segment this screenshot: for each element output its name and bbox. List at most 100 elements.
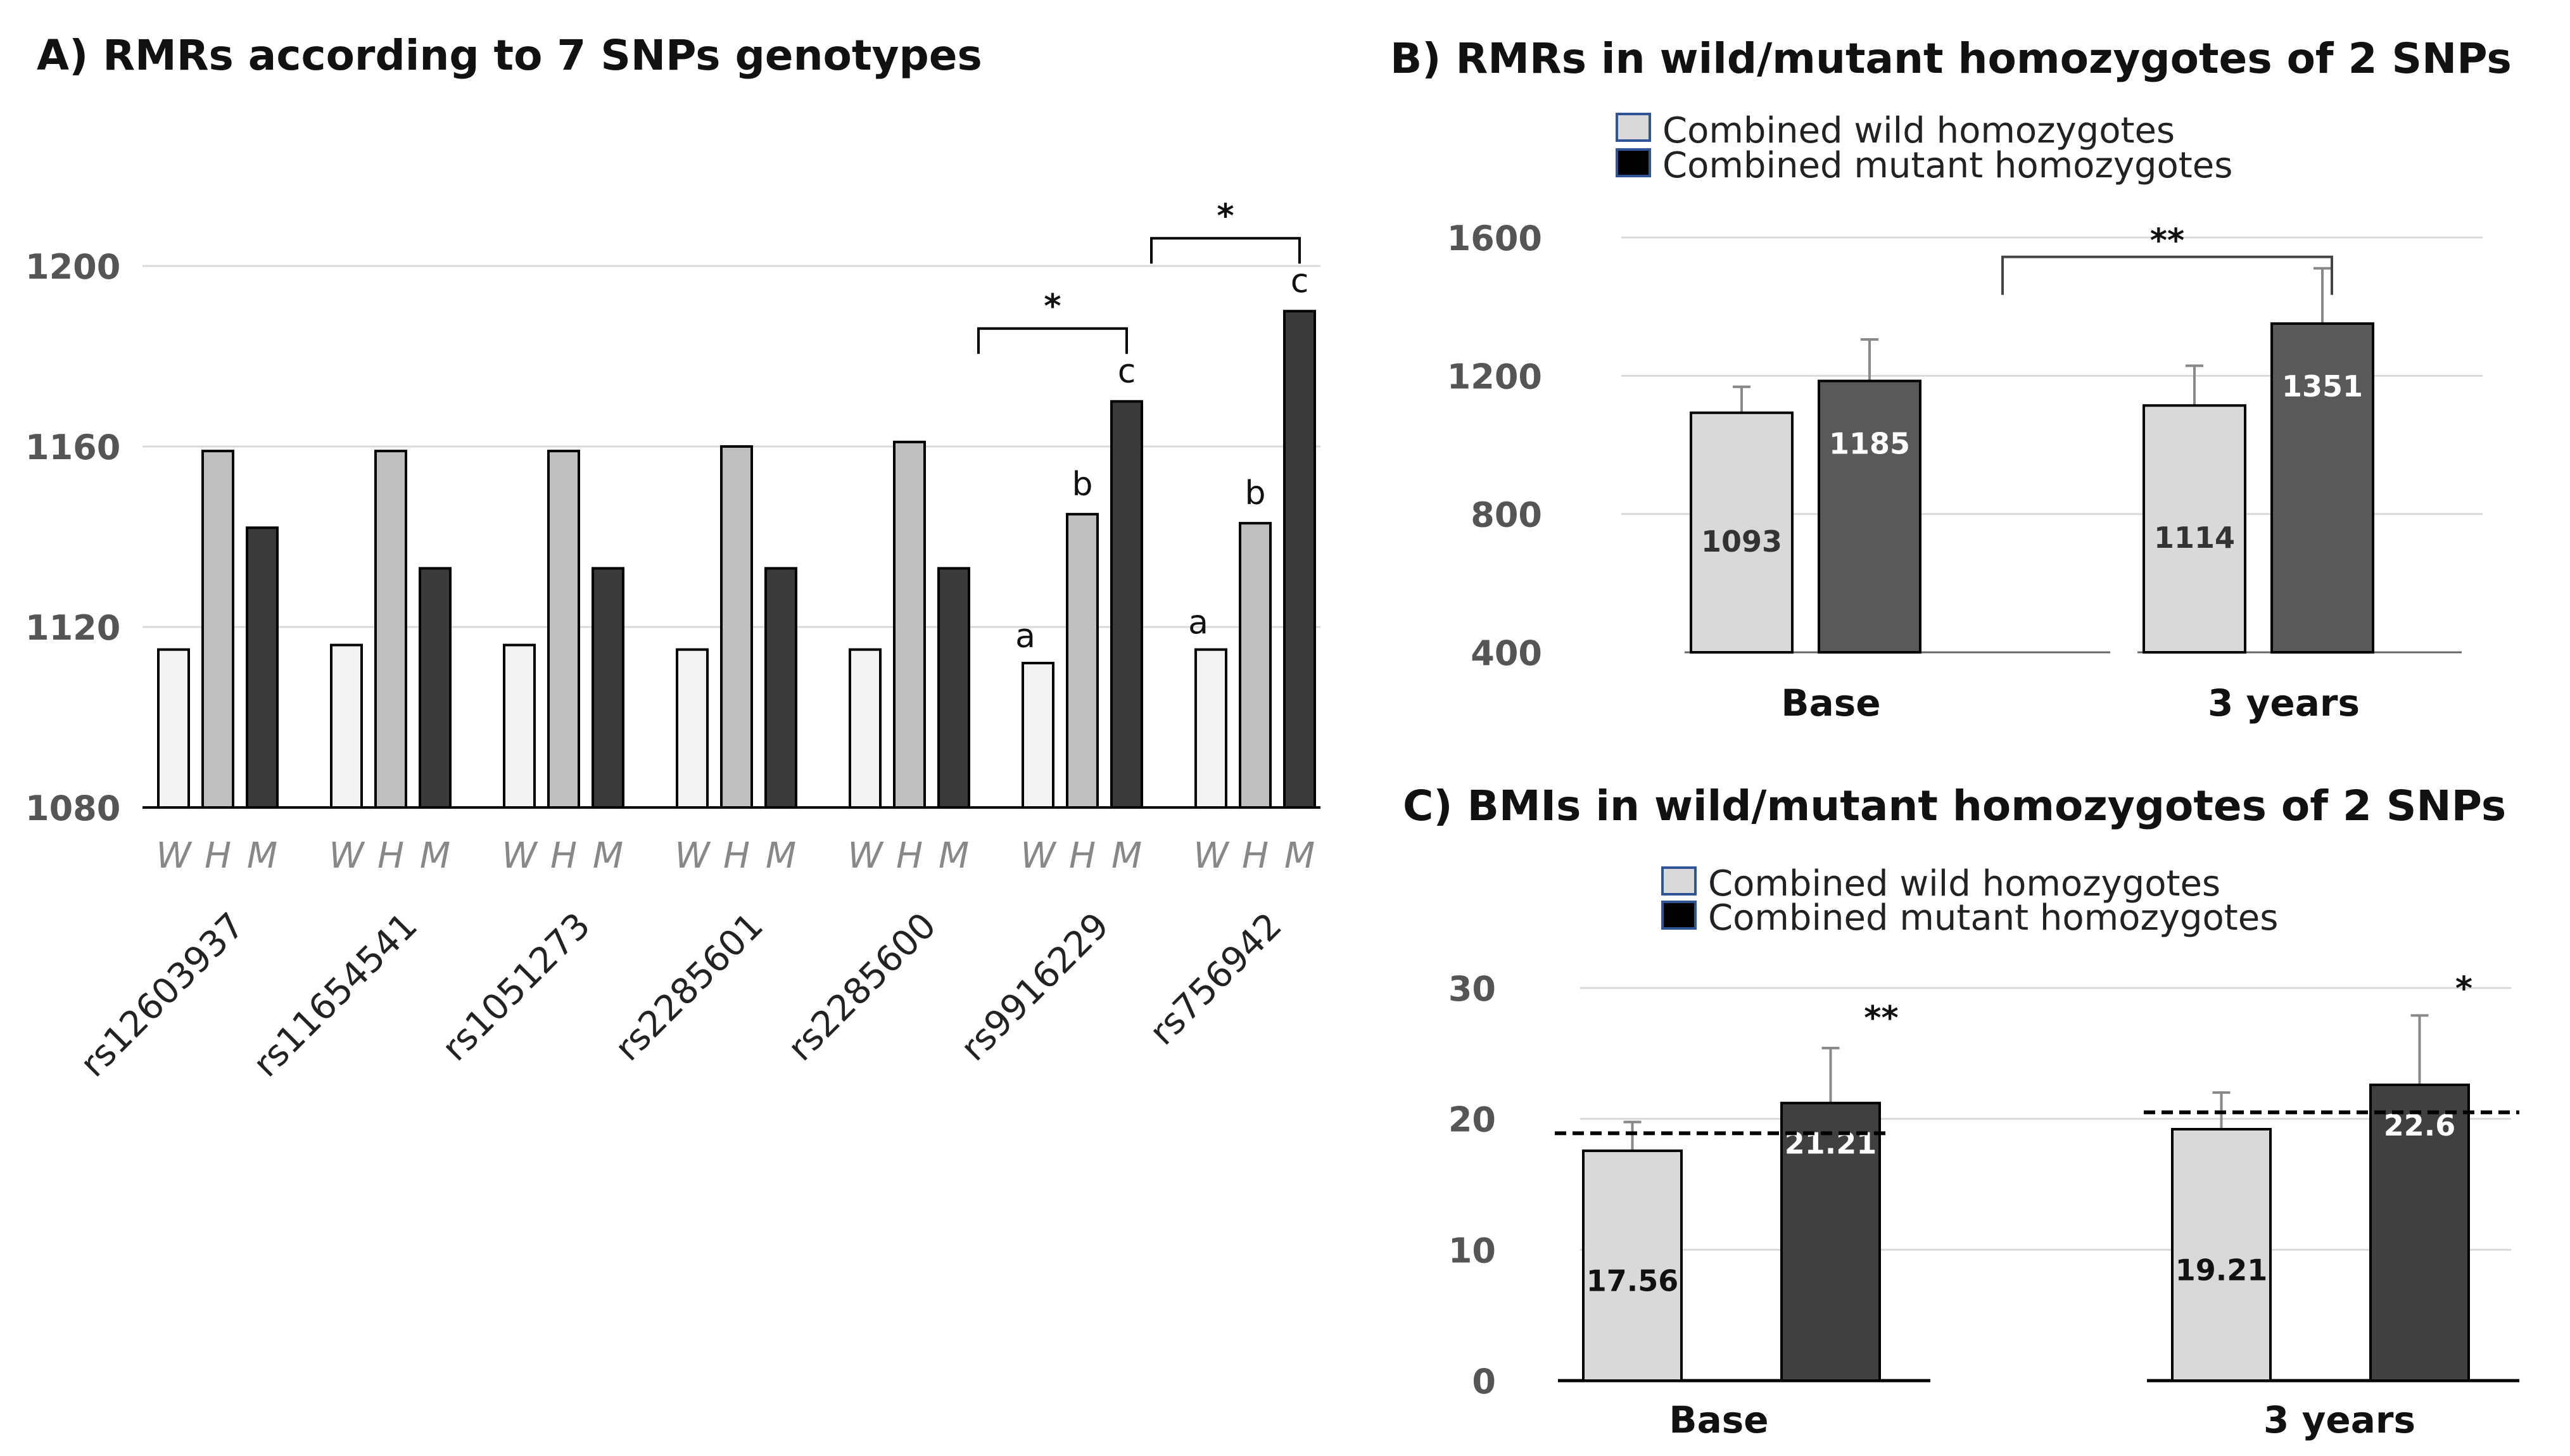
panel-a-x-tick-label: rs2285601	[607, 905, 771, 1069]
panel-c-bar	[2171, 1127, 2272, 1382]
panel-a-y-tick-label: 1200	[25, 247, 120, 287]
panel-a-bar	[374, 450, 407, 809]
panel-b-bracket-star: **	[2150, 222, 2184, 260]
panel-c-legend-label-wild: Combined wild homozygotes	[1708, 863, 2220, 904]
panel-c-significance-stars: ***	[1864, 970, 2472, 1037]
panel-a-bar	[503, 643, 536, 809]
panel-c-reference-lines	[1555, 1110, 2519, 1136]
panel-c-y-tick-label: 0	[1472, 1362, 1496, 1402]
panel-b-bracket	[2001, 255, 2333, 295]
panel-a-genotype-label: M	[1284, 835, 1315, 877]
panel-b-bars: 1093 1185 1114 1351	[1690, 267, 2374, 654]
panel-a-bar	[592, 567, 624, 809]
panel-c-legend-swatch-mutant	[1661, 901, 1697, 930]
panel-a-bar	[676, 648, 709, 809]
panel-b-legend: Combined wild homozygotes Combined mutan…	[1616, 110, 2232, 186]
panel-a-y-tick-label: 1160	[25, 427, 120, 467]
panel-a-x-tick-label: rs12603937	[72, 905, 252, 1085]
panel-c-legend: Combined wild homozygotes Combined mutan…	[1661, 863, 2278, 939]
panel-a-bar	[893, 440, 926, 809]
panel-b-x-axis: Base 3 years	[1781, 681, 2360, 725]
panel-c-y-axis: 0 10 20 30	[1448, 969, 1496, 1402]
panel-a-genotype-label: H	[205, 835, 231, 877]
panel-a-bar	[246, 526, 279, 809]
panel-a-genotype-label: H	[1242, 835, 1269, 877]
panel-a-genotype-label: H	[550, 835, 577, 877]
panel-a-significance-letters: a b c a b c	[1015, 262, 1308, 655]
panel-a-bracket-star: *	[1044, 288, 1061, 326]
panel-a-genotype-label: W	[674, 835, 711, 877]
panel-c: C) BMIs in wild/mutant homozygotes of 2 …	[1403, 782, 2519, 1441]
panel-c-value-label: 19.21	[2175, 1253, 2268, 1287]
panel-c-legend-label-mutant: Combined mutant homozygotes	[1708, 897, 2278, 939]
panel-b-value-label: 1093	[1701, 524, 1782, 559]
panel-a-letter: a	[1188, 604, 1208, 642]
panel-a-bar	[201, 450, 234, 809]
panel-a-genotype-label: H	[723, 835, 750, 877]
panel-a-letter: c	[1118, 353, 1136, 391]
panel-a-bracket	[977, 327, 1128, 354]
panel-a-bar	[157, 648, 190, 809]
panel-b-y-tick-label: 800	[1471, 495, 1542, 535]
panel-a-x-tick-label: rs1051273	[434, 905, 598, 1069]
panel-b-bar	[2270, 322, 2374, 654]
panel-a-letter: c	[1291, 262, 1309, 300]
panel-a-y-tick-label: 1080	[25, 788, 120, 828]
panel-a-title: A) RMRs according to 7 SNPs genotypes	[37, 31, 982, 80]
panel-a-bar	[1066, 512, 1099, 809]
panel-c-x-tick-label: 3 years	[2263, 1398, 2415, 1441]
panel-c-y-tick-label: 20	[1448, 1100, 1496, 1140]
panel-a-significance-brackets: **	[977, 197, 1301, 354]
panel-b-legend-swatch-mutant	[1616, 148, 1651, 177]
panel-a-genotype-label: H	[1069, 835, 1096, 877]
panel-b: B) RMRs in wild/mutant homozygotes of 2 …	[1390, 34, 2512, 725]
panel-a-genotype-label: W	[1193, 835, 1230, 877]
panel-a-genotype-label: W	[329, 835, 365, 877]
panel-a-bracket-star: *	[1217, 197, 1234, 235]
panel-b-legend-label-mutant: Combined mutant homozygotes	[1662, 145, 2232, 186]
panel-a-bar	[720, 445, 753, 809]
panel-b-bar	[1818, 379, 1921, 654]
panel-a-bar	[849, 648, 882, 809]
panel-b-legend-label-wild: Combined wild homozygotes	[1662, 110, 2175, 151]
panel-a-bar	[547, 450, 580, 809]
panel-a: A) RMRs according to 7 SNPs genotypes 10…	[25, 31, 1320, 1085]
panel-c-value-label: 17.56	[1586, 1264, 1679, 1298]
panel-a-letter: b	[1072, 465, 1092, 503]
panel-a-bracket	[1150, 237, 1301, 264]
panel-a-letter: a	[1015, 617, 1035, 655]
panel-a-genotype-label: M	[247, 835, 277, 877]
panel-a-bar	[1283, 310, 1316, 809]
panel-b-y-tick-label: 400	[1471, 633, 1542, 673]
panel-c-significance-star: **	[1864, 999, 1898, 1037]
panel-a-genotype-label: H	[377, 835, 404, 877]
panel-b-legend-swatch-wild	[1616, 113, 1651, 142]
panel-b-x-tick-label: Base	[1781, 681, 1880, 725]
panel-a-bar	[1239, 522, 1272, 809]
panel-c-bar	[1780, 1101, 1881, 1383]
panel-c-legend-swatch-wild	[1661, 866, 1697, 896]
panel-c-bar	[2369, 1083, 2470, 1383]
panel-a-genotype-label: W	[1020, 835, 1057, 877]
panel-a-y-tick-label: 1120	[25, 608, 120, 648]
panel-a-x-tick-label: rs756942	[1142, 905, 1290, 1053]
panel-b-value-label: 1351	[2282, 369, 2363, 403]
panel-a-bar	[1194, 648, 1227, 809]
panel-a-bar	[419, 567, 452, 809]
panel-c-significance-star: *	[2455, 970, 2472, 1008]
panel-c-x-tick-label: Base	[1669, 1398, 1768, 1441]
panel-b-y-tick-label: 1600	[1447, 218, 1542, 258]
panel-a-letter: b	[1244, 474, 1265, 512]
panel-a-x-tick-label: rs9916229	[953, 905, 1117, 1069]
panel-a-genotype-label: M	[420, 835, 450, 877]
panel-a-genotype-label: M	[766, 835, 796, 877]
panel-a-x-tick-label: rs11654541	[245, 905, 425, 1085]
panel-b-title: B) RMRs in wild/mutant homozygotes of 2 …	[1390, 34, 2512, 83]
panel-a-bar	[1110, 400, 1143, 809]
panel-b-x-tick-label: 3 years	[2208, 681, 2360, 725]
panel-a-genotype-label: W	[156, 835, 193, 877]
panel-b-value-label: 1114	[2154, 521, 2235, 555]
